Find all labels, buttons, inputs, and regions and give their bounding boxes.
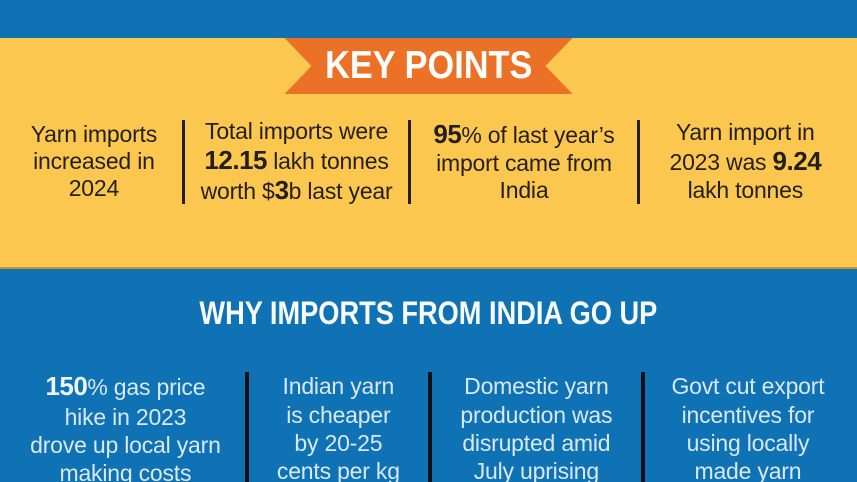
key-point-item: Total imports were 12.15 lakh tonnes wor…: [200, 117, 393, 205]
divider: [640, 372, 645, 482]
key-points-row: Yarn imports increased in 2024 Total imp…: [0, 94, 857, 229]
reasons-title: WHY IMPORTS FROM INDIA GO UP: [199, 295, 658, 331]
reason-item: Domestic yarn production was disrupted a…: [460, 373, 613, 482]
key-point-item: Yarn imports increased in 2024: [30, 121, 158, 201]
reason-item: Indian yarn is cheaper by 20-25 cents pe…: [276, 373, 400, 482]
divider: [408, 119, 412, 204]
divider: [636, 119, 640, 204]
reasons-section: WHY IMPORTS FROM INDIA GO UP 150% gas pr…: [0, 269, 857, 482]
key-point-item: 95% of last year’s import came from Indi…: [433, 119, 615, 203]
divider: [244, 372, 249, 482]
divider: [181, 119, 185, 204]
reasons-title-wrap: WHY IMPORTS FROM INDIA GO UP: [0, 269, 857, 341]
reason-item: 150% gas price hike in 2023 drove up loc…: [30, 370, 221, 482]
reasons-row: 150% gas price hike in 2023 drove up loc…: [0, 349, 857, 482]
divider: [427, 372, 432, 482]
key-points-ribbon: KEY POINTS: [285, 38, 573, 94]
reason-item: Govt cut export incentives for using loc…: [671, 373, 825, 482]
key-points-title: KEY POINTS: [324, 44, 533, 87]
key-points-section: KEY POINTS Yarn imports increased in 202…: [0, 38, 857, 269]
key-point-item: Yarn import in 2023 was 9.24 lakh tonnes: [669, 119, 822, 203]
